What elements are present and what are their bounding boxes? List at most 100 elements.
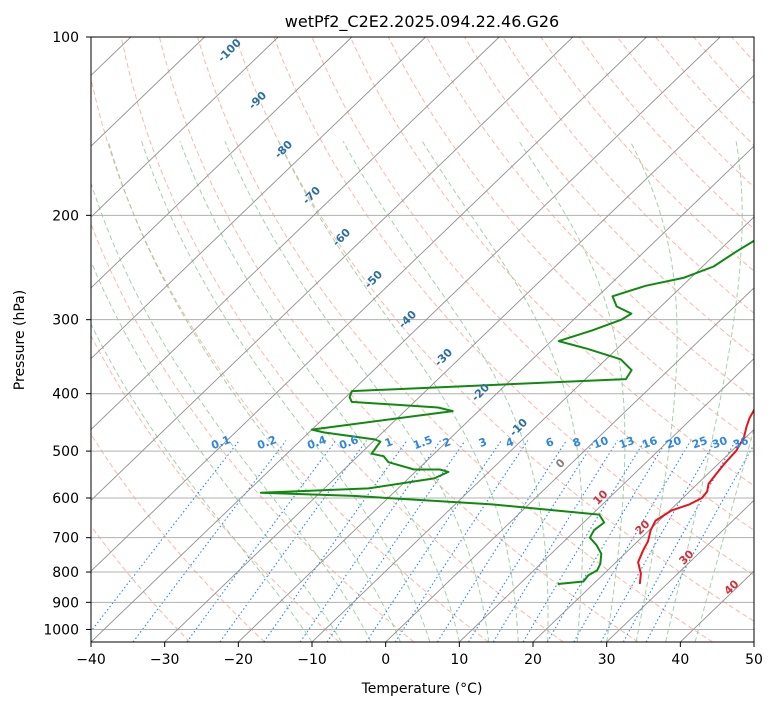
dry-adiabat bbox=[91, 433, 265, 642]
mixing-ratio-line bbox=[546, 440, 668, 642]
y-tick-label: 300 bbox=[52, 313, 79, 329]
dry-adiabat bbox=[426, 37, 754, 400]
mixing-ratio-label: 1.5 bbox=[411, 433, 434, 452]
moist-adiabat bbox=[342, 141, 549, 642]
mixing-ratio-label: 0.1 bbox=[209, 433, 232, 452]
y-tick-label: 800 bbox=[52, 565, 79, 581]
y-tick-label: 400 bbox=[52, 387, 79, 403]
sounding-profiles bbox=[259, 239, 754, 585]
y-axis: 100 200 300 400 500 600 700 800 900 1000 bbox=[43, 30, 91, 638]
mixing-ratio-line bbox=[600, 440, 716, 642]
x-tick-label: −30 bbox=[150, 652, 180, 668]
mixing-ratio-line bbox=[299, 440, 441, 642]
mixing-ratio-label: 36 bbox=[731, 434, 750, 452]
moist-adiabat bbox=[179, 141, 460, 642]
dry-adiabat-label: -60 bbox=[330, 226, 353, 249]
isotherm-line bbox=[0, 37, 57, 642]
y-tick-label: 1000 bbox=[43, 622, 79, 638]
isotherm-line bbox=[532, 428, 754, 642]
x-tick-label: −10 bbox=[297, 652, 327, 668]
mixing-ratio-label: 3 bbox=[477, 435, 489, 450]
moist-adiabat-label: 30 bbox=[677, 547, 697, 567]
x-tick-label: 30 bbox=[598, 652, 616, 668]
mixing-ratio-label: 8 bbox=[571, 435, 583, 450]
dry-adiabat bbox=[502, 37, 754, 314]
mixing-ratio-label: 6 bbox=[544, 435, 556, 450]
isotherm-line bbox=[91, 37, 647, 572]
isotherm-line bbox=[164, 74, 754, 642]
mixing-ratio-line bbox=[91, 440, 240, 633]
x-axis: −40 −30 −20 −10 0 10 20 30 40 50 bbox=[76, 642, 763, 668]
mixing-ratio-label: 4 bbox=[504, 435, 516, 450]
dry-adiabat bbox=[120, 37, 564, 642]
dry-adiabat bbox=[197, 37, 713, 642]
mixing-ratio-line bbox=[436, 440, 567, 642]
dewpoint-profile bbox=[259, 239, 754, 585]
moist-adiabat bbox=[665, 141, 743, 642]
mixing-ratio-label: 20 bbox=[664, 434, 683, 452]
x-tick-label: 50 bbox=[745, 652, 763, 668]
isotherm-line bbox=[91, 37, 353, 289]
moist-adiabat bbox=[629, 141, 678, 642]
moist-adiabat-label: 40 bbox=[722, 577, 742, 597]
dry-adiabat bbox=[770, 37, 775, 642]
dry-adiabat bbox=[91, 76, 489, 642]
mixing-ratio-line bbox=[365, 440, 502, 642]
mixing-ratio-line bbox=[132, 440, 287, 642]
mixing-ratio-line bbox=[492, 440, 618, 642]
isotherm-line bbox=[91, 37, 426, 360]
mixing-ratio-label: 30 bbox=[710, 434, 729, 452]
mixing-ratio-line bbox=[645, 443, 754, 642]
x-tick-label: 40 bbox=[671, 652, 689, 668]
isotherm-line bbox=[91, 37, 500, 431]
mixing-ratio-line bbox=[522, 440, 646, 642]
mixing-ratio-label: 10 bbox=[591, 434, 610, 452]
dry-adiabats bbox=[91, 37, 775, 642]
dry-adiabat bbox=[655, 37, 754, 146]
isotherm-line bbox=[459, 358, 754, 642]
plot-frame bbox=[90, 36, 755, 643]
dry-adiabat bbox=[273, 37, 754, 577]
moist-adiabat bbox=[694, 427, 754, 642]
dry-adiabat bbox=[731, 37, 754, 63]
dry-adiabat-label: -80 bbox=[272, 138, 295, 161]
isotherm-lines bbox=[0, 37, 754, 642]
mixing-ratio-label: 13 bbox=[617, 434, 636, 451]
y-axis-label: Pressure (hPa) bbox=[12, 290, 28, 390]
isotherm-line bbox=[91, 37, 279, 218]
mixing-ratio-line bbox=[573, 440, 692, 642]
line-labels: -100-90-80-70-60-50-40-30-20-100.1 0.2 0.4… bbox=[209, 36, 750, 598]
dry-adiabat bbox=[464, 37, 754, 357]
dry-adiabat bbox=[616, 37, 754, 188]
mixing-ratio-label: 1 bbox=[383, 435, 395, 450]
chart-title: wetPf2_C2E2.2025.094.22.46.G26 bbox=[285, 12, 559, 32]
isotherm-line bbox=[91, 37, 574, 501]
mixing-ratio-line bbox=[622, 440, 737, 642]
isotherm-line bbox=[91, 37, 205, 147]
y-tick-label: 200 bbox=[52, 208, 79, 224]
dry-adiabat bbox=[387, 37, 754, 443]
temperature-profile bbox=[637, 408, 754, 585]
dry-adiabat bbox=[311, 37, 754, 531]
plot-area: -100-90-80-70-60-50-40-30-20-100.1 0.2 0.4… bbox=[0, 36, 775, 642]
dry-adiabat bbox=[91, 334, 340, 642]
dry-adiabat-label: -40 bbox=[396, 308, 419, 331]
mixing-ratio-lines bbox=[91, 440, 754, 642]
mixing-ratio-line bbox=[186, 440, 337, 642]
mixing-ratio-line bbox=[468, 440, 596, 642]
mixing-ratio-line bbox=[219, 440, 367, 642]
x-tick-label: 10 bbox=[450, 652, 468, 668]
isotherm-line bbox=[385, 287, 754, 642]
y-tick-label: 700 bbox=[52, 531, 79, 547]
isotherm-line bbox=[238, 145, 754, 642]
moist-adiabat-label: 10 bbox=[591, 487, 611, 507]
dry-adiabat-label: -100 bbox=[215, 36, 244, 65]
dry-adiabat-label: -90 bbox=[246, 89, 269, 112]
dry-adiabat bbox=[91, 222, 415, 642]
isotherm-line bbox=[753, 641, 754, 642]
x-tick-label: −40 bbox=[76, 652, 106, 668]
y-tick-label: 500 bbox=[52, 444, 79, 460]
mixing-ratio-line bbox=[326, 440, 466, 642]
isotherm-line bbox=[91, 37, 721, 642]
